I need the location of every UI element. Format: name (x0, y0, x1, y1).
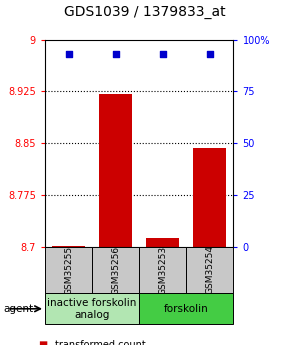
Bar (99, 94, 132, 247)
Bar (139, 247, 186, 293)
Text: GSM35254: GSM35254 (205, 245, 214, 295)
Text: agent: agent (3, 304, 33, 314)
Text: GSM35256: GSM35256 (111, 245, 120, 295)
Point (160, 51, 165, 57)
Bar (139, 293, 233, 324)
Bar (92, 247, 139, 293)
Text: inactive forskolin
analog: inactive forskolin analog (47, 298, 137, 319)
Bar (45, 293, 139, 324)
Bar (45, 247, 92, 293)
Text: GSM35253: GSM35253 (158, 245, 167, 295)
Point (113, 51, 118, 57)
Bar (146, 238, 179, 247)
Text: transformed count: transformed count (55, 340, 146, 345)
Bar (193, 148, 226, 247)
Bar (186, 247, 233, 293)
Text: GSM35255: GSM35255 (64, 245, 73, 295)
Bar (52, 246, 85, 247)
Point (208, 51, 212, 57)
Point (66, 51, 71, 57)
Text: forskolin: forskolin (164, 304, 209, 314)
Text: GDS1039 / 1379833_at: GDS1039 / 1379833_at (64, 5, 226, 19)
Text: ■: ■ (38, 340, 47, 345)
